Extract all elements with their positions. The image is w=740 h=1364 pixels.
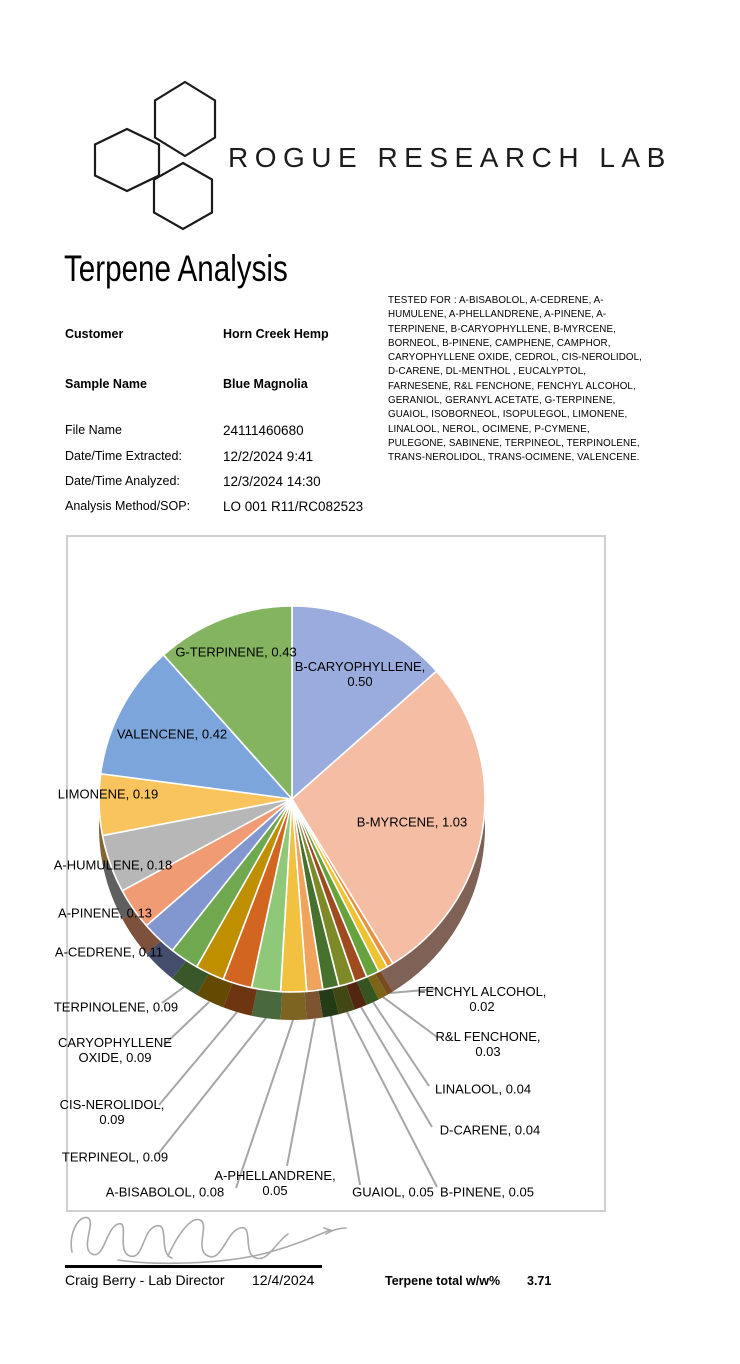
leader-line — [157, 1017, 267, 1155]
pie-label-g-terpinene: G-TERPINENE, 0.43 — [175, 644, 297, 660]
pie-label-a-phellandrene: A-PHELLANDRENE, 0.05 — [214, 1168, 336, 1198]
pie-label-valencene: VALENCENE, 0.42 — [116, 726, 228, 742]
leader-line — [330, 1015, 361, 1186]
hexagon-bottom-right — [152, 161, 214, 231]
pie-label-terpinolene: TERPINOLENE, 0.09 — [53, 999, 179, 1015]
leader-line — [382, 996, 438, 1038]
pie-slice-b-myrcene — [291, 670, 486, 965]
leader-line — [360, 1006, 433, 1128]
hexagon-top-right — [153, 80, 217, 158]
pie-label-a-cedrene: A-CEDRENE, 0.11 — [54, 944, 164, 960]
leader-line — [161, 986, 185, 1004]
info-value: Horn Creek Hemp — [223, 327, 329, 341]
signature-date: 12/4/2024 — [252, 1272, 315, 1288]
pie-label-b-myrcene: B-MYRCENE, 1.03 — [356, 814, 468, 830]
info-label: Customer — [65, 327, 124, 341]
info-label: File Name — [65, 423, 122, 437]
terpene-total-label: Terpene total w/w% — [385, 1274, 501, 1288]
lab-name: ROGUE RESEARCH LAB — [228, 142, 672, 173]
leader-line — [372, 1001, 430, 1087]
tested-for-text: TESTED FOR : A-BISABOLOL, A-CEDRENE, A-H… — [388, 295, 643, 464]
pie-label-fenchyl-alcohol: FENCHYL ALCOHOL, 0.02 — [417, 984, 547, 1014]
pie-label-guaiol: GUAIOL, 0.05 — [352, 1184, 434, 1200]
info-label: Date/Time Extracted: — [65, 449, 182, 463]
info-label: Analysis Method/SOP: — [65, 499, 191, 513]
pie-slice-valencene — [99, 654, 293, 800]
info-value: 24111460680 — [223, 423, 304, 438]
pie-label-limonene: LIMONENE, 0.19 — [57, 786, 159, 802]
info-label: Sample Name — [65, 377, 147, 391]
hexagon-logo — [93, 80, 217, 231]
pie-label-b-caryophyllene: B-CARYOPHYLLENE, 0.50 — [294, 659, 426, 689]
pie-label-a-bisabolol: A-BISABOLOL, 0.08 — [105, 1184, 225, 1200]
signer-name: Craig Berry - Lab Director — [65, 1272, 225, 1288]
info-value: 12/2/2024 9:41 — [223, 449, 314, 464]
pie-svg — [98, 605, 486, 1189]
pie-label-caryophyllene-oxide: CARYOPHYLLENE OXIDE, 0.09 — [58, 1035, 172, 1065]
leader-line — [235, 1019, 294, 1189]
leader-line — [286, 1018, 316, 1167]
pie-label-a-pinene: A-PINENE, 0.13 — [58, 905, 152, 921]
pie-label-cis-nerolidol: CIS-NEROLIDOL, 0.09 — [59, 1097, 165, 1127]
terpene-total-value: 3.71 — [527, 1274, 552, 1288]
info-value: 12/3/2024 14:30 — [223, 474, 321, 489]
signature-scribble — [70, 1216, 347, 1265]
info-value: LO 001 R11/RC082523 — [223, 499, 364, 514]
pie-label-b-pinene: B-PINENE, 0.05 — [440, 1184, 534, 1200]
page-title: Terpene Analysis — [64, 248, 288, 289]
leader-line — [389, 988, 437, 994]
terpene-pie-chart: G-TERPINENE, 0.43 B-CARYOPHYLLENE, 0.50 B-M… — [54, 535, 606, 1212]
pie-label-a-humulene: A-HUMULENE, 0.18 — [53, 857, 173, 873]
info-label: Date/Time Analyzed: — [65, 474, 180, 488]
signature-line — [65, 1265, 322, 1268]
pie-label-terpineol: TERPINEOL, 0.09 — [61, 1149, 169, 1165]
hexagon-left — [93, 127, 161, 193]
info-value: Blue Magnolia — [223, 377, 308, 391]
pie-slice-g-terpinene — [162, 605, 293, 800]
pie-label-r-l-fenchone: R&L FENCHONE, 0.03 — [435, 1029, 541, 1059]
pie-label-linalool: LINALOOL, 0.04 — [434, 1081, 532, 1097]
pie-label-d-carene: D-CARENE, 0.04 — [439, 1122, 541, 1138]
leader-line — [158, 1011, 238, 1106]
pie-slice-b-caryophyllene — [291, 605, 438, 800]
leader-line — [346, 1011, 438, 1188]
leader-line — [163, 1001, 210, 1046]
